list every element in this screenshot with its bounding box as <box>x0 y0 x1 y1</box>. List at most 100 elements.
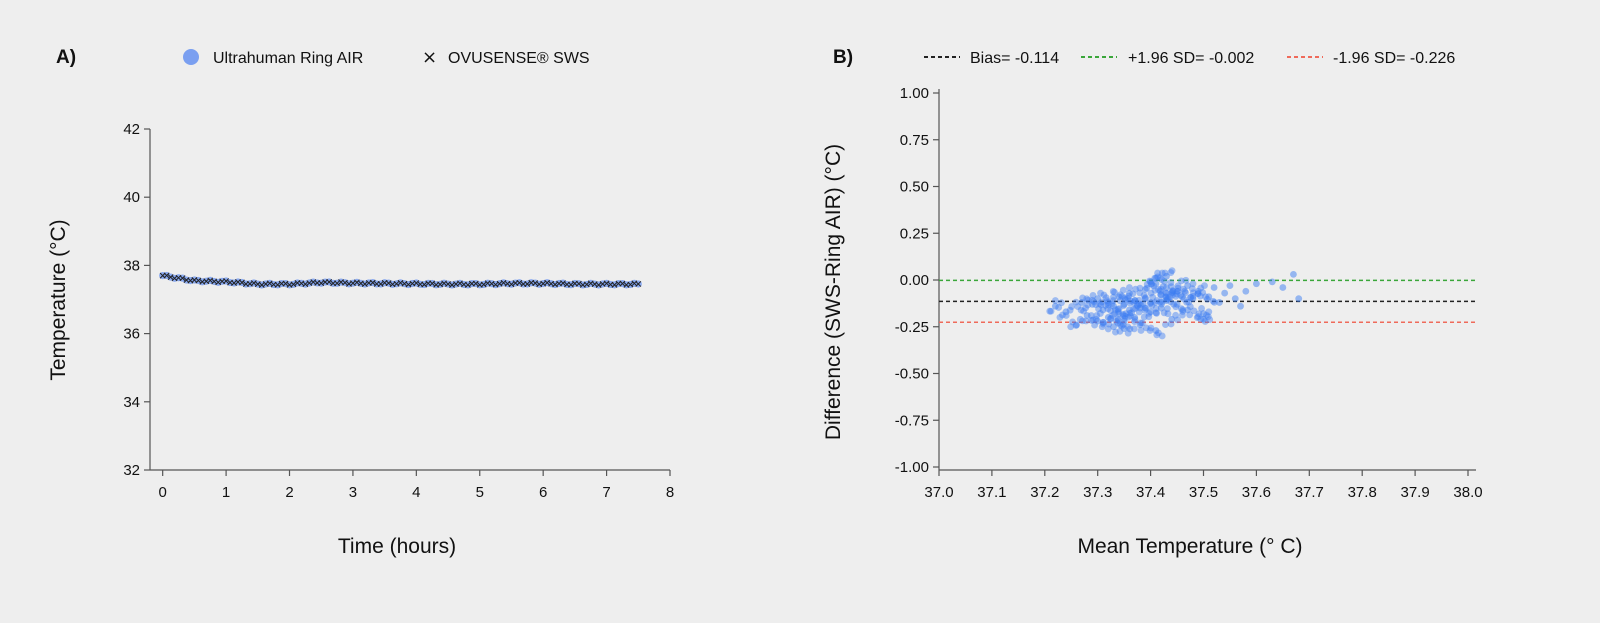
scatter-point <box>1194 290 1202 298</box>
scatter-point <box>1119 321 1127 328</box>
scatter-point <box>1158 298 1166 306</box>
scatter-point <box>1125 284 1133 291</box>
scatter-point <box>1059 311 1066 319</box>
scatter-point <box>1210 284 1218 291</box>
scatter-point <box>1072 322 1080 329</box>
scatter-point <box>1099 306 1107 314</box>
scatter-point <box>1100 291 1108 299</box>
panel-a-x-label: Time (hours) <box>338 535 456 558</box>
scatter-point <box>1110 323 1117 331</box>
scatter-point <box>1253 280 1260 288</box>
sws-data-point <box>611 281 618 288</box>
y-tick-label: 40 <box>123 189 140 206</box>
scatter-point <box>1205 293 1213 301</box>
scatter-point <box>1108 300 1116 308</box>
y-tick-label: 34 <box>123 394 140 411</box>
scatter-point <box>1152 305 1160 312</box>
sws-data-point <box>274 281 281 288</box>
scatter-point <box>1157 291 1165 299</box>
scatter-point <box>1268 278 1276 286</box>
scatter-point <box>1068 303 1076 310</box>
y-tick-label: -0.25 <box>895 319 929 336</box>
scatter-point <box>1169 287 1176 295</box>
x-tick-label: 37.7 <box>1295 484 1324 501</box>
scatter-point <box>1137 319 1145 327</box>
scatter-point <box>1158 300 1165 308</box>
scatter-point <box>1205 308 1213 316</box>
scatter-point <box>1142 324 1150 332</box>
scatter-point <box>1099 320 1107 328</box>
scatter-point <box>1131 316 1139 323</box>
sws-data-point <box>163 272 170 279</box>
x-tick-label: 1 <box>222 484 230 501</box>
scatter-point <box>1104 301 1112 309</box>
scatter-point <box>1056 313 1064 321</box>
scatter-point <box>1174 287 1182 295</box>
scatter-point <box>1132 285 1139 293</box>
scatter-point <box>1200 310 1207 318</box>
scatter-point <box>1112 328 1119 336</box>
sws-data-point <box>290 281 297 288</box>
sws-data-point <box>421 281 428 288</box>
scatter-point <box>1067 323 1075 331</box>
scatter-point <box>1197 292 1204 300</box>
scatter-point <box>1156 274 1164 282</box>
scatter-point <box>1102 294 1110 302</box>
scatter-point <box>1162 289 1170 297</box>
scatter-point <box>1189 295 1197 303</box>
scatter-point <box>1147 308 1154 316</box>
scatter-point <box>1166 293 1174 301</box>
scatter-point <box>1130 325 1138 333</box>
scatter-point <box>1115 293 1123 301</box>
legend-sws-marker: × <box>422 47 437 68</box>
scatter-point <box>1111 310 1118 318</box>
scatter-point <box>1189 280 1197 288</box>
scatter-point <box>1158 276 1166 283</box>
scatter-point <box>1107 315 1115 323</box>
scatter-point <box>1199 289 1207 296</box>
scatter-point <box>1122 310 1130 318</box>
scatter-point <box>1145 309 1153 317</box>
scatter-point <box>1209 297 1217 305</box>
scatter-point <box>1168 289 1176 297</box>
scatter-point <box>1160 309 1168 317</box>
scatter-point <box>1162 293 1170 301</box>
scatter-point <box>1154 269 1161 277</box>
panel-b-legend: Bias= -0.114 +1.96 SD= -0.002 -1.96 SD= … <box>924 50 1455 67</box>
scatter-point <box>1125 292 1133 300</box>
scatter-point <box>1118 293 1126 300</box>
scatter-point <box>1167 269 1175 276</box>
scatter-point <box>1116 321 1124 329</box>
scatter-point <box>1201 282 1208 290</box>
scatter-point <box>1131 297 1139 304</box>
scatter-point <box>1131 318 1138 326</box>
scatter-point <box>1152 280 1160 288</box>
scatter-point <box>1116 327 1124 335</box>
scatter-point <box>1080 307 1087 315</box>
scatter-point <box>1197 315 1205 323</box>
sws-data-point <box>369 279 376 286</box>
x-tick-label: 37.4 <box>1136 484 1165 501</box>
sws-data-point <box>195 277 202 284</box>
scatter-point <box>1087 312 1095 319</box>
x-tick-label: 3 <box>349 484 357 501</box>
scatter-point <box>1182 276 1190 284</box>
sws-data-point <box>480 281 487 288</box>
scatter-point <box>1082 304 1089 312</box>
scatter-point <box>1104 314 1112 321</box>
sws-data-point <box>635 281 642 287</box>
scatter-point <box>1231 295 1239 303</box>
scatter-point <box>1132 304 1140 312</box>
scatter-point <box>1215 299 1223 306</box>
scatter-point <box>1115 310 1123 318</box>
scatter-point <box>1173 287 1181 295</box>
x-tick-label: 37.2 <box>1030 484 1059 501</box>
scatter-point <box>1141 304 1149 312</box>
scatter-point <box>1104 299 1112 306</box>
x-tick-label: 37.9 <box>1400 484 1429 501</box>
scatter-point <box>1151 274 1159 282</box>
scatter-point <box>1089 300 1096 308</box>
scatter-point <box>1151 286 1159 294</box>
scatter-point <box>1126 309 1134 317</box>
sws-data-point <box>575 280 582 287</box>
